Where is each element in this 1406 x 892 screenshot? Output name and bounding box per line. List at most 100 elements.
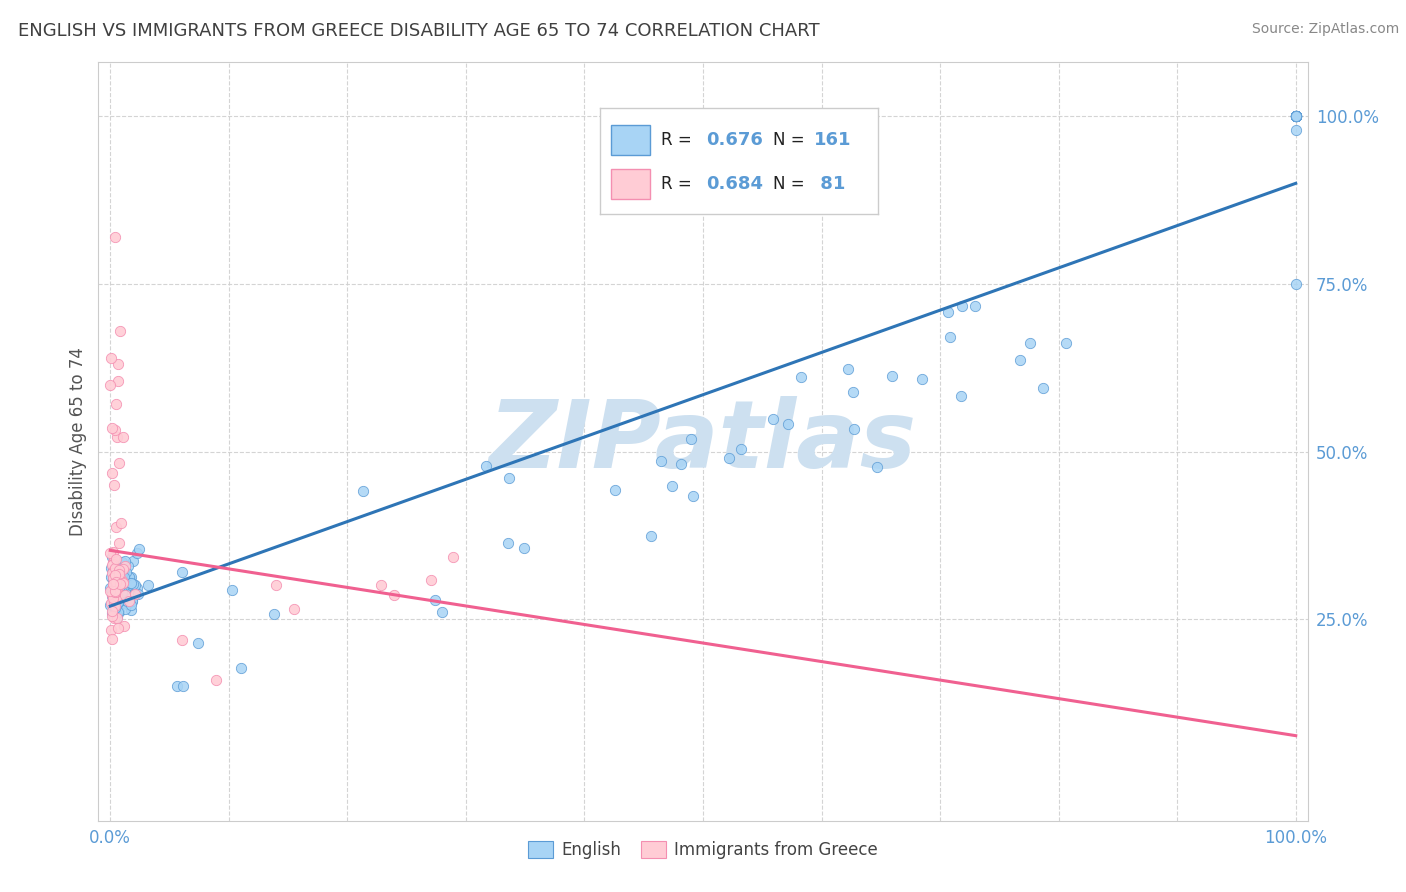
Point	[423, 593, 446, 607]
Point	[111, 585, 134, 599]
Point	[101, 580, 124, 594]
Point	[1285, 109, 1308, 123]
Point	[120, 598, 142, 612]
Point	[496, 536, 519, 550]
Point	[263, 607, 285, 621]
Point	[1285, 109, 1308, 123]
Point	[104, 591, 127, 605]
Point	[108, 571, 131, 585]
Point	[103, 591, 125, 605]
Point	[110, 571, 132, 585]
Point	[101, 549, 124, 564]
Point	[103, 596, 125, 610]
Point	[1285, 109, 1308, 123]
Point	[101, 557, 124, 571]
Point	[1054, 335, 1077, 350]
Point	[103, 611, 125, 625]
Point	[105, 589, 128, 603]
Point	[114, 601, 136, 615]
Text: Source: ZipAtlas.com: Source: ZipAtlas.com	[1251, 22, 1399, 37]
Point	[98, 583, 121, 598]
Point	[103, 550, 125, 565]
Point	[103, 599, 125, 613]
Point	[114, 588, 136, 602]
Point	[108, 593, 131, 607]
Point	[420, 573, 443, 587]
Point	[110, 579, 132, 593]
Point	[103, 596, 125, 610]
Point	[100, 598, 122, 612]
Point	[110, 580, 132, 594]
Point	[121, 554, 143, 568]
Point	[1285, 109, 1308, 123]
Point	[107, 575, 129, 590]
Point	[837, 361, 859, 376]
Point	[221, 583, 243, 598]
Point	[117, 593, 139, 607]
Point	[112, 618, 135, 632]
Point	[513, 541, 536, 555]
Point	[950, 389, 973, 403]
Point	[105, 584, 128, 599]
Point	[229, 661, 252, 675]
Point	[112, 430, 135, 444]
Point	[100, 588, 122, 602]
Point	[118, 570, 141, 584]
Point	[115, 565, 138, 579]
Point	[104, 575, 127, 590]
Point	[100, 570, 122, 584]
Point	[104, 580, 127, 594]
Point	[101, 604, 124, 618]
Point	[104, 230, 127, 244]
Point	[939, 329, 962, 343]
Point	[104, 583, 127, 598]
Point	[100, 623, 122, 637]
Point	[104, 581, 127, 595]
Point	[103, 593, 125, 607]
Point	[100, 589, 122, 603]
Point	[1285, 109, 1308, 123]
Point	[1285, 109, 1308, 123]
Legend: English, Immigrants from Greece: English, Immigrants from Greece	[522, 834, 884, 865]
Point	[103, 573, 125, 587]
Point	[107, 595, 129, 609]
Point	[114, 558, 136, 573]
Point	[101, 545, 124, 559]
Point	[107, 567, 129, 582]
Point	[170, 565, 193, 579]
Point	[790, 370, 813, 384]
Point	[717, 451, 740, 466]
Point	[112, 573, 135, 587]
Point	[100, 351, 122, 366]
Point	[114, 582, 136, 597]
Point	[204, 673, 226, 687]
Point	[103, 590, 125, 604]
Point	[104, 583, 127, 598]
Point	[603, 483, 626, 497]
Point	[1285, 109, 1308, 123]
Point	[104, 591, 127, 606]
Point	[105, 611, 128, 625]
Point	[114, 575, 136, 590]
Point	[1019, 336, 1042, 351]
Point	[104, 599, 127, 614]
Point	[104, 574, 127, 589]
Point	[111, 570, 134, 584]
Point	[98, 377, 121, 392]
Point	[120, 570, 142, 584]
Point	[352, 483, 374, 498]
Point	[1285, 109, 1308, 123]
Point	[110, 579, 132, 593]
Point	[101, 600, 124, 615]
Point	[124, 578, 146, 592]
Point	[1285, 109, 1308, 123]
Point	[101, 588, 124, 602]
Point	[104, 595, 127, 609]
Point	[640, 529, 662, 543]
Point	[1285, 109, 1308, 123]
Point	[108, 581, 131, 595]
Point	[170, 633, 193, 648]
Point	[111, 555, 134, 569]
Point	[101, 609, 124, 624]
Point	[105, 610, 128, 624]
